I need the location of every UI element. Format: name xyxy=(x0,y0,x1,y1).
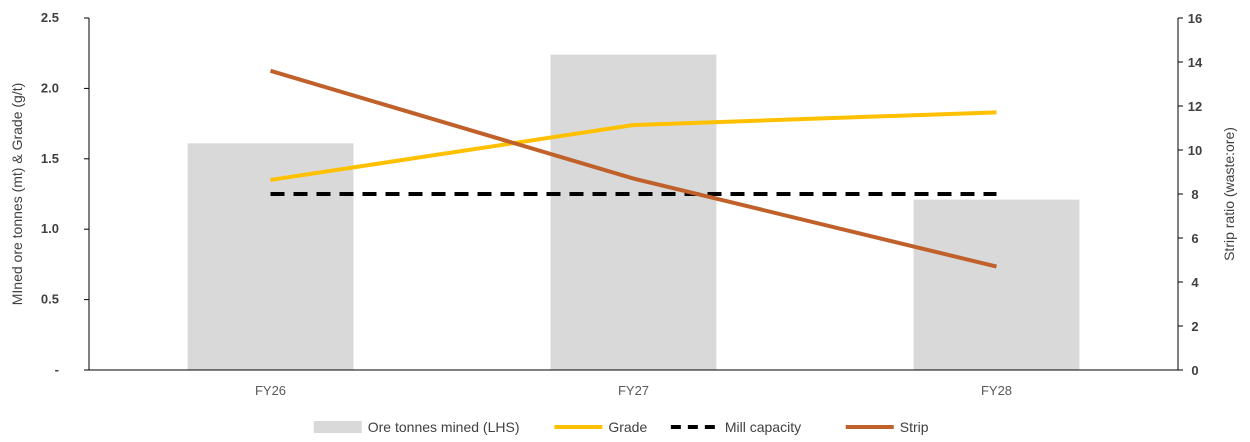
right-tick-label: 12 xyxy=(1188,99,1202,114)
left-axis-ticks: - 0.5 1.0 1.5 2.0 2.5 xyxy=(41,10,89,377)
right-tick-label: 0 xyxy=(1191,363,1198,378)
right-tick-label: 14 xyxy=(1188,55,1203,70)
legend-label: Ore tonnes mined (LHS) xyxy=(368,419,520,435)
legend-item: Mill capacity xyxy=(670,419,801,435)
x-axis-ticks: FY26 FY27 FY28 xyxy=(255,383,1012,398)
left-tick-label: 2.5 xyxy=(41,10,59,25)
legend-item: Ore tonnes mined (LHS) xyxy=(313,419,520,435)
left-tick-label: - xyxy=(55,362,59,377)
right-axis-ticks: 0 2 4 6 8 10 12 14 16 xyxy=(1178,11,1203,378)
x-tick-label: FY26 xyxy=(255,383,286,398)
bar-series xyxy=(187,54,1080,370)
bar-fy26 xyxy=(187,143,354,370)
line-series xyxy=(269,68,997,269)
right-tick-label: 16 xyxy=(1188,11,1202,26)
left-tick-label: 1.5 xyxy=(41,151,59,166)
right-axis-title: Strip ratio (waste:ore) xyxy=(1221,127,1237,261)
left-tick-label: 0.5 xyxy=(41,292,59,307)
line-strip xyxy=(269,68,997,269)
legend-label: Strip xyxy=(900,419,929,435)
legend-item: Grade xyxy=(554,419,647,435)
legend-label: Mill capacity xyxy=(725,419,801,435)
left-tick-label: 2.0 xyxy=(41,80,59,95)
bar-fy27 xyxy=(550,54,717,370)
x-tick-label: FY28 xyxy=(981,383,1012,398)
left-axis-title: MIned ore tonnes (mt) & Grade (g/t) xyxy=(9,83,25,306)
legend-item: Strip xyxy=(845,419,929,435)
right-tick-label: 8 xyxy=(1191,187,1198,202)
right-tick-label: 2 xyxy=(1191,319,1198,334)
line-grade xyxy=(270,110,997,182)
legend: Ore tonnes mined (LHS) Grade Mill capacity… xyxy=(313,419,929,435)
x-tick-label: FY27 xyxy=(618,383,649,398)
bar-fy28 xyxy=(913,199,1080,370)
right-tick-label: 4 xyxy=(1191,275,1199,290)
legend-label: Grade xyxy=(608,419,647,435)
legend-swatch xyxy=(313,421,362,433)
right-tick-label: 10 xyxy=(1188,143,1202,158)
right-tick-label: 6 xyxy=(1191,231,1198,246)
left-tick-label: 1.0 xyxy=(41,221,59,236)
